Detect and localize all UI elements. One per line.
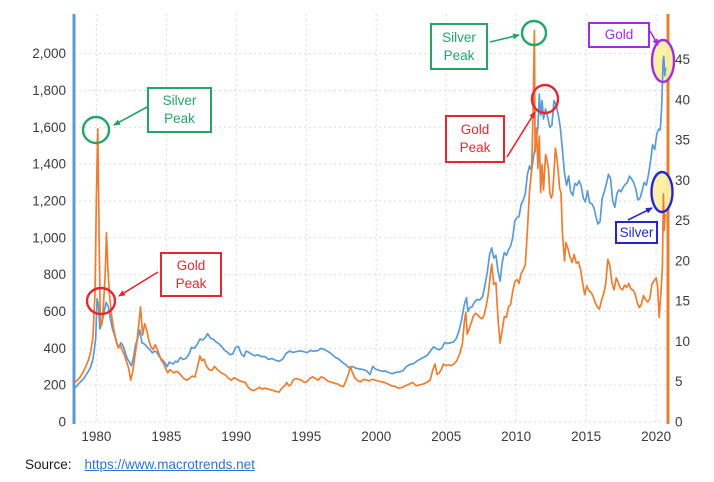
y-left-tick-label: 200 [43, 378, 66, 393]
y-right-tick-label: 5 [675, 374, 683, 389]
gold-peak-1980-circle [85, 286, 117, 316]
x-tick-label: 1995 [291, 429, 321, 444]
x-tick-label: 2010 [501, 429, 531, 444]
y-left-tick-label: 1,400 [32, 157, 66, 172]
y-right-tick-label: 35 [675, 133, 690, 148]
y-left-tick-label: 1,800 [32, 83, 66, 98]
y-left-tick-label: 1,000 [32, 230, 66, 245]
y-left-tick-label: 2,000 [32, 46, 66, 61]
y-left-tick-label: 0 [58, 415, 66, 430]
silver-peak-1980-arrow [113, 105, 150, 126]
y-right-tick-label: 0 [675, 415, 683, 430]
source-row: Source: https://www.macrotrends.net [25, 457, 255, 472]
x-tick-label: 1985 [151, 429, 181, 444]
y-right-tick-label: 30 [675, 173, 690, 188]
x-tick-label: 1990 [221, 429, 251, 444]
y-right-tick-label: 15 [675, 294, 690, 309]
x-tick-label: 2020 [641, 429, 671, 444]
x-tick-label: 2015 [571, 429, 601, 444]
annotation-text: Peak [164, 111, 195, 126]
silver-peak-1980-circle [81, 115, 111, 145]
silver-peak-2011-circle [520, 19, 548, 47]
x-tick-label: 1980 [81, 429, 111, 444]
silver-2020-circle [650, 170, 674, 214]
gold-2020-arrow [649, 30, 659, 46]
gold-2020-label: Gold [588, 22, 650, 48]
gold-peak-2011-circle [530, 83, 560, 115]
annotation-text: Peak [175, 275, 207, 291]
silver-peak-2011-arrow [489, 33, 520, 43]
annotation-text: Peak [459, 140, 491, 155]
annotation-text: Gold [604, 27, 634, 42]
gold-peak-2011-label: Gold Peak [445, 115, 505, 163]
annotation-text: Gold [176, 257, 206, 273]
annotation-text: Silver [442, 29, 476, 45]
y-right-tick-label: 25 [675, 213, 690, 228]
annotation-text: Gold [460, 122, 490, 137]
gold-2020-circle [650, 38, 676, 84]
source-link[interactable]: https://www.macrotrends.net [84, 457, 255, 472]
y-right-tick-label: 45 [675, 52, 690, 67]
y-left-tick-label: 1,600 [32, 120, 66, 135]
gold-peak-1980-label: Gold Peak [160, 252, 222, 297]
annotation-text: Peak [443, 47, 475, 63]
y-right-tick-label: 10 [675, 334, 690, 349]
gold-line [73, 55, 667, 389]
gold-peak-2011-arrow [506, 111, 536, 158]
annotation-text: Silver [619, 224, 654, 240]
silver-peak-1980-label: Silver Peak [147, 87, 212, 133]
silver-line [73, 29, 667, 394]
y-left-tick-label: 400 [43, 341, 66, 356]
y-right-tick-label: 40 [675, 92, 690, 107]
gold-peak-1980-arrow [118, 271, 159, 297]
silver-2020-circle-highlight [651, 172, 673, 212]
x-tick-label: 2005 [431, 429, 461, 444]
silver-peak-2011-label: Silver Peak [430, 23, 488, 70]
annotation-text: Silver [162, 93, 197, 108]
silver-2020-arrow [627, 207, 653, 221]
y-right-tick-label: 20 [675, 253, 690, 268]
y-left-tick-label: 600 [43, 304, 66, 319]
source-label: Source: [25, 457, 72, 472]
gold-silver-price-chart: 02004006008001,0001,2001,4001,6001,8002,… [32, 14, 690, 444]
y-left-tick-label: 1,200 [32, 193, 66, 208]
silver-2020-label: Silver [615, 221, 658, 244]
y-left-tick-label: 800 [43, 267, 66, 282]
x-tick-label: 2000 [361, 429, 391, 444]
